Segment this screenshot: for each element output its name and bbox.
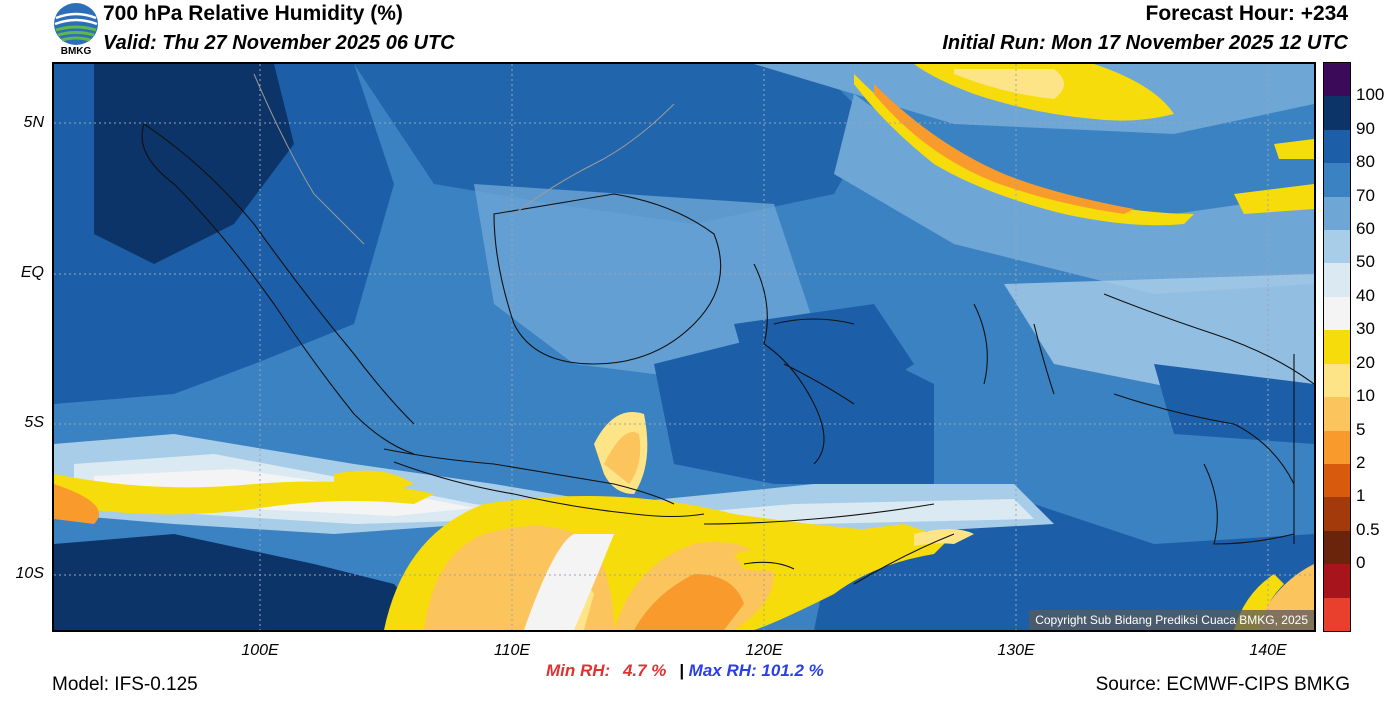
colorbar-segment (1324, 330, 1350, 365)
colorbar-label: 30 (1356, 319, 1375, 339)
bmkg-logo-icon (54, 3, 98, 45)
colorbar-label: 70 (1356, 185, 1375, 205)
lat-label-5s: 5S (24, 414, 44, 431)
lon-label-110e: 110E (493, 642, 531, 659)
rh-stats: Min RH: 4.7 % | Max RH: 101.2 % (546, 661, 824, 681)
logo-text: BMKG (60, 46, 92, 57)
colorbar-segment (1324, 129, 1350, 164)
colorbar-label: 10 (1356, 386, 1375, 406)
colorbar-segment (1324, 397, 1350, 432)
valid-time: Valid: Thu 27 November 2025 06 UTC (103, 32, 455, 54)
humidity-field (54, 64, 1314, 630)
colorbar-label: 50 (1356, 252, 1375, 272)
model-label: Model: IFS-0.125 (52, 674, 198, 695)
colorbar-label: 90 (1356, 118, 1375, 138)
colorbar-label: 5 (1356, 419, 1366, 439)
min-rh-label: Min RH: (546, 661, 611, 680)
colorbar-segment (1324, 230, 1350, 264)
lat-label-eq: EQ (20, 264, 44, 281)
colorbar-label: 0.5 (1356, 519, 1380, 539)
colorbar-label: 2 (1356, 452, 1366, 472)
colorbar-segment (1324, 263, 1350, 298)
initial-run: Initial Run: Mon 17 November 2025 12 UTC (942, 32, 1348, 54)
colorbar-label: 100 (1356, 85, 1385, 105)
colorbar-label: 60 (1356, 219, 1375, 239)
lat-label-10s: 10S (15, 565, 44, 582)
copyright-notice: Copyright Sub Bidang Prediksi Cuaca BMKG… (1029, 610, 1314, 630)
colorbar-segment (1324, 96, 1350, 131)
colorbar-segment (1324, 63, 1350, 97)
colorbar-label: 0 (1356, 553, 1366, 573)
colorbar-label: 80 (1356, 152, 1375, 172)
colorbar-segment (1324, 196, 1350, 231)
colorbar-label: 40 (1356, 285, 1375, 305)
colorbar-segment (1324, 463, 1350, 498)
colorbar-segment (1324, 430, 1350, 465)
colorbar-label: 20 (1356, 352, 1375, 372)
colorbar-segment (1324, 597, 1350, 632)
colorbar-segment (1324, 296, 1350, 331)
humidity-map: Copyright Sub Bidang Prediksi Cuaca BMKG… (52, 62, 1316, 632)
source-label: Source: ECMWF-CIPS BMKG (1095, 674, 1350, 695)
colorbar-label: 1 (1356, 486, 1366, 506)
stats-separator: | (679, 661, 684, 680)
max-rh: Max RH: 101.2 % (688, 661, 824, 680)
lon-label-120e: 120E (745, 642, 783, 659)
colorbar-segment (1324, 497, 1350, 532)
colorbar-segment (1324, 363, 1350, 398)
lon-label-100e: 100E (241, 642, 279, 659)
min-rh-value: 4.7 % (622, 661, 667, 680)
colorbar-segment (1324, 564, 1350, 599)
colorbar-segment (1324, 530, 1350, 565)
colorbar-segment (1324, 163, 1350, 198)
lon-label-130e: 130E (997, 642, 1035, 659)
colorbar (1323, 62, 1351, 632)
lon-label-140e: 140E (1249, 642, 1287, 659)
lat-label-5n: 5N (23, 114, 44, 131)
map-title: 700 hPa Relative Humidity (%) (103, 2, 403, 25)
forecast-hour: Forecast Hour: +234 (1145, 2, 1349, 25)
